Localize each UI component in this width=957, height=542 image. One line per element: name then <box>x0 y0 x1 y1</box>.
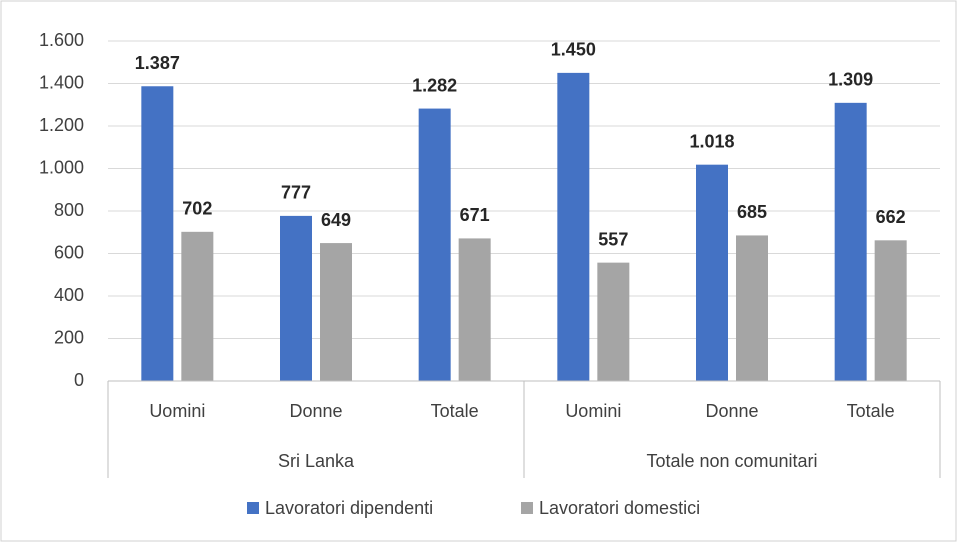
value-label: 557 <box>598 229 628 249</box>
bar <box>834 102 867 382</box>
bar <box>597 262 630 381</box>
value-label: 777 <box>281 183 311 203</box>
bar <box>418 108 451 381</box>
bar <box>458 238 491 381</box>
bar <box>557 72 590 381</box>
bar <box>181 231 214 381</box>
value-label: 1.282 <box>412 75 457 95</box>
value-label: 662 <box>876 207 906 227</box>
value-label: 1.018 <box>689 131 734 151</box>
value-label: 1.450 <box>551 40 596 60</box>
x-tick-label: Uomini <box>565 401 621 421</box>
y-tick-label: 0 <box>74 370 84 390</box>
y-tick-label: 600 <box>54 242 84 262</box>
y-tick-label: 400 <box>54 285 84 305</box>
x-tick-label: Totale <box>431 401 479 421</box>
bar <box>280 215 312 381</box>
legend-swatch <box>521 502 533 514</box>
bar <box>736 235 768 381</box>
value-label: 671 <box>460 205 490 225</box>
bar <box>696 164 728 381</box>
bar <box>320 243 352 381</box>
y-tick-label: 1.600 <box>39 30 84 50</box>
group-label: Sri Lanka <box>278 451 355 471</box>
y-tick-label: 1.400 <box>39 72 84 92</box>
value-label: 1.309 <box>828 70 873 90</box>
legend-label: Lavoratori dipendenti <box>265 498 433 518</box>
x-tick-label: Totale <box>847 401 895 421</box>
x-tick-label: Donne <box>705 401 758 421</box>
y-tick-label: 1.200 <box>39 115 84 135</box>
bar <box>874 240 907 381</box>
x-tick-label: Donne <box>289 401 342 421</box>
bar <box>141 86 174 381</box>
value-label: 649 <box>321 210 351 230</box>
value-label: 702 <box>182 199 212 219</box>
legend-label: Lavoratori domestici <box>539 498 700 518</box>
value-label: 685 <box>737 202 767 222</box>
x-tick-label: Uomini <box>149 401 205 421</box>
y-tick-label: 1.000 <box>39 157 84 177</box>
group-label: Totale non comunitari <box>646 451 817 471</box>
y-tick-label: 200 <box>54 327 84 347</box>
value-label: 1.387 <box>135 53 180 73</box>
legend-swatch <box>247 502 259 514</box>
y-tick-label: 800 <box>54 200 84 220</box>
